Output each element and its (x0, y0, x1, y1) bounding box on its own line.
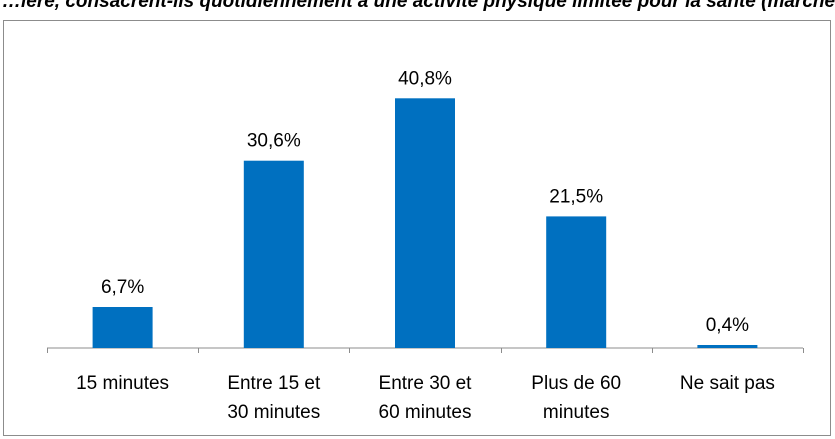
data-label: 30,6% (247, 131, 301, 152)
x-tick-label: Entre 15 et 30 minutes (227, 373, 321, 423)
x-tick-label: Ne sait pas (680, 373, 775, 394)
data-label: 21,5% (549, 186, 603, 207)
bar (697, 345, 758, 348)
data-label: 40,8% (398, 68, 452, 89)
bar (243, 160, 304, 348)
data-label: 0,4% (706, 315, 749, 336)
bar (92, 307, 153, 348)
x-tick-label: Plus de 60 minutes (531, 373, 621, 423)
x-tick-label: 15 minutes (76, 373, 169, 394)
bar (395, 98, 455, 348)
x-tick-label: Entre 30 et 60 minutes (379, 373, 473, 423)
data-label: 6,7% (101, 277, 144, 298)
bar (546, 216, 607, 348)
chart-title: …ière, consacrent-ils quotidiennement à … (2, 0, 835, 12)
